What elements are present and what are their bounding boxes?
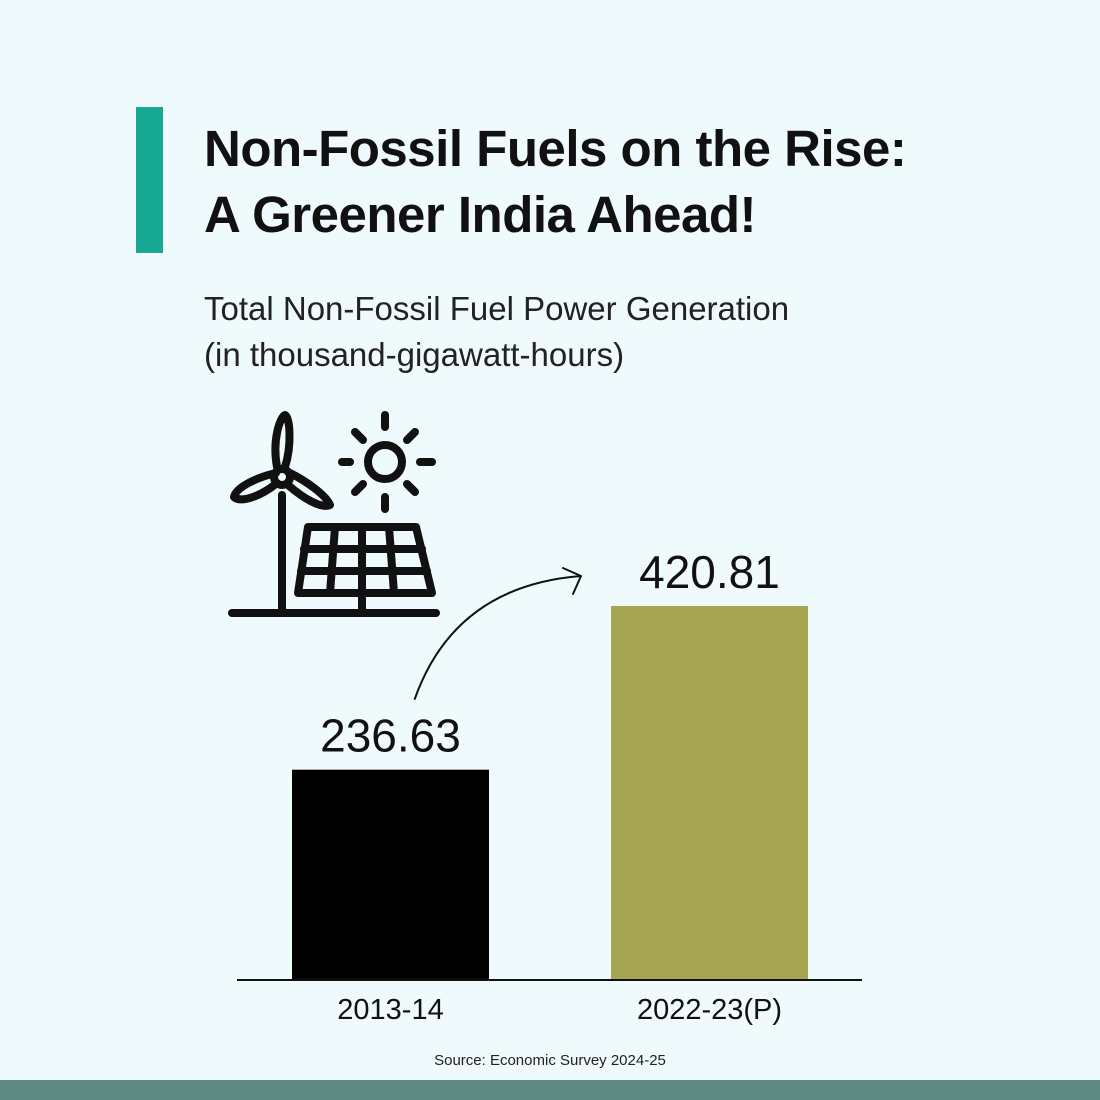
chart-subtitle: Total Non-Fossil Fuel Power Generation (… bbox=[204, 286, 1004, 378]
subtitle-line-2: (in thousand-gigawatt-hours) bbox=[204, 336, 625, 373]
growth-arrow-icon bbox=[413, 575, 582, 701]
solar-panel-icon bbox=[228, 523, 440, 617]
sun-icon bbox=[338, 411, 436, 513]
bar-2022-23(P) bbox=[611, 606, 808, 980]
title-line-1: Non-Fossil Fuels on the Rise: bbox=[204, 120, 907, 177]
growth-arrow-head bbox=[562, 567, 582, 595]
title-accent-bar bbox=[136, 107, 163, 253]
footer-band bbox=[0, 1080, 1100, 1100]
category-label-2022-23(P): 2022-23(P) bbox=[637, 994, 782, 1026]
renewable-energy-illustration bbox=[222, 405, 448, 621]
subtitle-line-1: Total Non-Fossil Fuel Power Generation bbox=[204, 290, 790, 327]
page-title: Non-Fossil Fuels on the Rise: A Greener … bbox=[204, 116, 1064, 248]
value-label-2013-14: 236.63 bbox=[320, 710, 461, 762]
source-note: Source: Economic Survey 2024-25 bbox=[434, 1052, 666, 1069]
value-label-2022-23(P): 420.81 bbox=[639, 546, 780, 598]
title-line-2: A Greener India Ahead! bbox=[204, 186, 757, 243]
category-label-2013-14: 2013-14 bbox=[337, 994, 443, 1026]
wind-turbine-icon bbox=[230, 411, 334, 613]
bar-2013-14 bbox=[292, 769, 489, 980]
